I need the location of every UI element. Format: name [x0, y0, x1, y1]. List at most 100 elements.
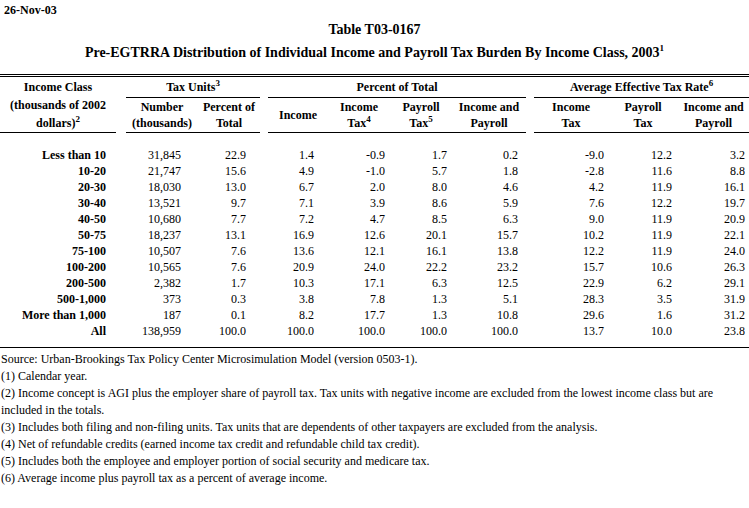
table-cell: 7.8	[328, 291, 390, 307]
table-cell: 24.0	[328, 259, 390, 275]
table-cell: 4.2	[534, 179, 608, 195]
column-header-line2-text: Payroll	[470, 116, 507, 130]
table-cell: -1.0	[328, 163, 390, 179]
table-row: 500-1,0003730.33.87.81.35.128.33.531.9	[0, 291, 749, 307]
table-cell: 11.9	[608, 211, 678, 227]
table-cell: -0.9	[328, 147, 390, 163]
column-gap	[116, 179, 126, 195]
column-gap	[260, 291, 268, 307]
table-cell: 9.0	[534, 211, 608, 227]
table-cell: 16.1	[678, 179, 749, 195]
table-cell: 22.9	[534, 275, 608, 291]
table-cell: 5.9	[452, 195, 526, 211]
table-cell: 7.6	[534, 195, 608, 211]
table-cell: 3.9	[328, 195, 390, 211]
table-cell: 100.0	[390, 323, 452, 339]
column-gap	[526, 76, 534, 133]
column-header-line2-text: Total	[216, 116, 242, 130]
column-gap	[116, 76, 126, 133]
table-title-text: Pre-EGTRRA Distribution of Individual In…	[85, 45, 660, 60]
table-cell: 8.5	[390, 211, 452, 227]
table-cell: 12.1	[328, 243, 390, 259]
table-cell: 1.7	[390, 147, 452, 163]
column-gap	[260, 259, 268, 275]
table-cell: 22.9	[198, 147, 260, 163]
table-row: Less than 1031,84522.91.4-0.91.70.2-9.01…	[0, 147, 749, 163]
row-label: 100-200	[0, 259, 116, 275]
table-cell: 26.3	[678, 259, 749, 275]
table-cell: -2.8	[534, 163, 608, 179]
table-cell: 31.9	[678, 291, 749, 307]
spacer-row	[0, 339, 749, 348]
table-cell: 15.7	[452, 227, 526, 243]
row-label: All	[0, 323, 116, 339]
column-header-line2-text: (thousands)	[132, 116, 192, 130]
table-cell: 8.8	[678, 163, 749, 179]
column-header-line2: Tax5	[390, 115, 452, 131]
column-header-line1: Number	[126, 99, 198, 115]
column-gap	[116, 323, 126, 339]
table-cell: 19.7	[678, 195, 749, 211]
table-cell: 9.7	[198, 195, 260, 211]
group-label: Tax Units	[166, 80, 215, 94]
column-gap	[526, 179, 534, 195]
stub-header-line1: Income Class	[0, 78, 116, 96]
table-cell: 0.1	[198, 307, 260, 323]
row-label: More than 1,000	[0, 307, 116, 323]
column-header-line2-text: Payroll	[695, 116, 732, 130]
table-cell: 11.6	[608, 163, 678, 179]
data-table: Income Class (thousands of 2002 dollars)…	[0, 74, 749, 348]
column-gap	[260, 243, 268, 259]
column-header-line1: Income	[328, 99, 390, 115]
table-cell: 16.1	[390, 243, 452, 259]
table-cell: 22.2	[390, 259, 452, 275]
footnote-marker-3: 3	[215, 78, 220, 88]
table-cell: 20.9	[678, 211, 749, 227]
column-gap	[526, 259, 534, 275]
table-row: 10-2021,74715.64.9-1.05.71.8-2.811.68.8	[0, 163, 749, 179]
spacer-row	[0, 133, 749, 148]
stub-header-line3: dollars)2	[0, 114, 116, 132]
column-gap	[260, 147, 268, 163]
column-header-line1: Income	[534, 99, 608, 115]
column-gap	[260, 275, 268, 291]
footnotes-block: Source: Urban-Brookings Tax Policy Cente…	[0, 351, 749, 487]
table-cell: 8.2	[268, 307, 328, 323]
column-gap	[116, 243, 126, 259]
column-gap	[260, 76, 268, 133]
table-cell: 20.1	[390, 227, 452, 243]
table-cell: 23.8	[678, 323, 749, 339]
table-cell: 12.5	[452, 275, 526, 291]
column-header-line2-text: Tax	[409, 116, 428, 130]
column-gap	[526, 243, 534, 259]
column-gap	[260, 195, 268, 211]
column-header-aetr-income-tax: IncomeTax	[534, 98, 608, 133]
column-gap	[116, 163, 126, 179]
row-label: 50-75	[0, 227, 116, 243]
table-cell: 13.1	[198, 227, 260, 243]
footnote-marker: 5	[428, 114, 433, 124]
column-gap	[260, 163, 268, 179]
column-header-line1: Income and	[678, 99, 749, 115]
table-cell: 100.0	[452, 323, 526, 339]
table-row: 20-3018,03013.06.72.08.04.64.211.916.1	[0, 179, 749, 195]
table-cell: 2,382	[126, 275, 198, 291]
table-cell: 29.1	[678, 275, 749, 291]
table-cell: 13.8	[452, 243, 526, 259]
column-gap	[526, 227, 534, 243]
table-cell: 4.9	[268, 163, 328, 179]
group-header-tax-units: Tax Units3	[126, 76, 260, 98]
table-cell: 7.6	[198, 243, 260, 259]
table-cell: 12.2	[534, 243, 608, 259]
column-gap	[526, 147, 534, 163]
group-header-average-effective-tax-rate: Average Effective Tax Rate6	[534, 76, 749, 98]
group-header-percent-of-total: Percent of Total	[268, 76, 526, 98]
table-row: 40-5010,6807.77.24.78.56.39.011.920.9	[0, 211, 749, 227]
table-cell: 3.2	[678, 147, 749, 163]
table-cell: 2.0	[328, 179, 390, 195]
row-label: 10-20	[0, 163, 116, 179]
column-header-payroll-tax: PayrollTax5	[390, 98, 452, 133]
table-cell: 5.7	[390, 163, 452, 179]
table-cell: 100.0	[328, 323, 390, 339]
footnote-5: (5) Includes both the employee and emplo…	[1, 453, 749, 470]
